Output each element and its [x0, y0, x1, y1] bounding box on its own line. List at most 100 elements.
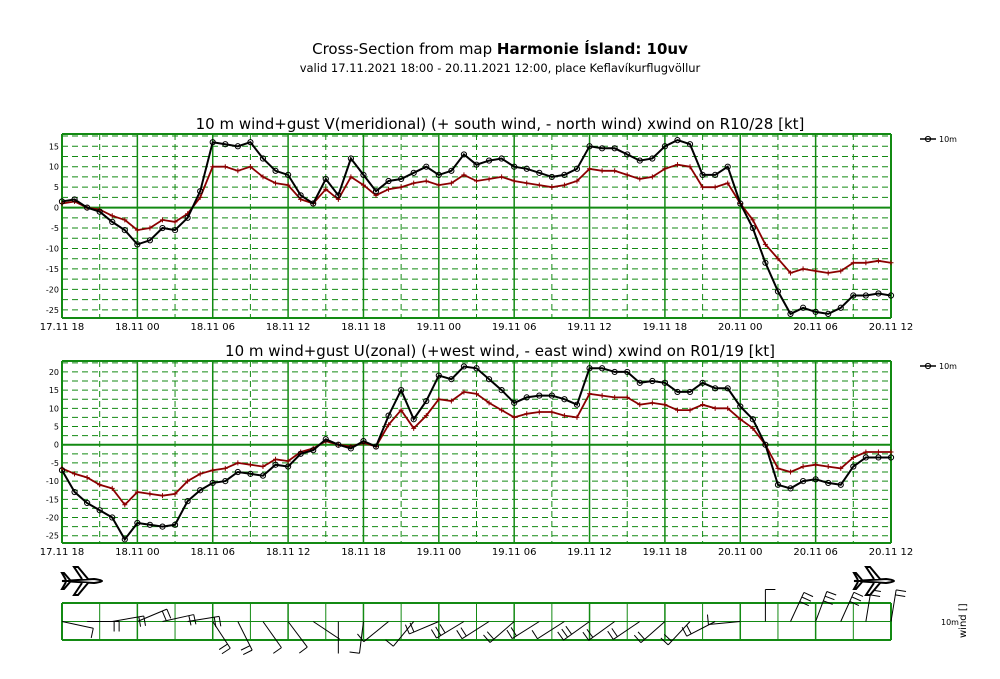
data-point: [247, 462, 253, 468]
data-point: [700, 402, 706, 408]
data-point: [84, 499, 91, 507]
data-point: [712, 385, 719, 392]
data-point: [71, 488, 78, 496]
data-point: [800, 464, 806, 470]
data-point: [247, 470, 254, 477]
data-point: [71, 196, 78, 203]
data-point: [222, 141, 229, 148]
y-tick-label: 5: [54, 423, 59, 432]
data-point: [574, 178, 580, 184]
data-point: [284, 463, 292, 470]
data-point: [536, 409, 542, 415]
data-point: [624, 394, 630, 400]
wind-barb: [137, 608, 172, 622]
data-point: [700, 184, 706, 190]
title-model-name: Harmonie Ísland: 10uv: [496, 40, 688, 58]
data-point: [599, 393, 605, 399]
data-point: [360, 437, 367, 445]
x-tick-label: 20.11 06: [793, 547, 838, 558]
y-tick-label: 15: [49, 142, 59, 151]
wind-barbs: [61, 589, 907, 656]
data-point: [273, 456, 279, 462]
data-point: [536, 392, 543, 399]
data-point: [750, 425, 756, 431]
data-point: [875, 258, 881, 264]
data-point: [762, 259, 769, 266]
data-point: [474, 178, 479, 184]
data-point: [84, 474, 90, 480]
data-point: [210, 467, 216, 473]
data-point: [511, 414, 517, 420]
data-point: [800, 266, 806, 272]
data-point: [58, 467, 66, 474]
data-point: [599, 145, 606, 152]
y-tick-label: 15: [49, 386, 59, 395]
data-point: [686, 388, 694, 396]
data-point: [209, 479, 216, 487]
data-point: [724, 163, 731, 170]
data-point: [385, 412, 392, 419]
data-point: [573, 165, 581, 172]
x-tick-label: 19.11 06: [492, 547, 537, 558]
x-tick-label: 17.11 18: [40, 322, 85, 333]
data-point: [84, 204, 91, 211]
data-point: [612, 394, 618, 400]
data-point: [699, 171, 706, 178]
wind-barb: [212, 621, 231, 655]
data-point: [197, 487, 204, 494]
title-prefix: Cross-Section from map: [312, 40, 497, 58]
data-point: [712, 405, 718, 411]
data-point: [686, 141, 694, 148]
wind-barb: [890, 589, 907, 622]
data-point: [888, 260, 894, 266]
data-point: [322, 175, 329, 183]
data-point: [674, 388, 681, 396]
data-point: [649, 174, 655, 180]
chart-subtitle: valid 17.11.2021 18:00 - 20.11.2021 12:0…: [299, 61, 701, 75]
x-tick-label: 19.11 12: [567, 547, 612, 558]
data-point: [398, 184, 404, 190]
data-point: [222, 465, 228, 471]
data-point: [448, 167, 455, 174]
data-point: [460, 151, 468, 158]
data-point: [159, 224, 166, 232]
airplane-icon: [852, 566, 896, 596]
wind-barb: [430, 621, 465, 639]
data-point: [674, 407, 680, 413]
data-point: [875, 290, 882, 297]
chart-title: 10 m wind+gust U(zonal) (+west wind, - e…: [225, 342, 775, 360]
data-point: [775, 256, 781, 262]
x-tick-label: 17.11 18: [40, 547, 85, 558]
data-point: [523, 394, 530, 401]
data-point: [398, 407, 404, 413]
x-tick-label: 18.11 12: [266, 322, 311, 333]
data-point: [599, 365, 606, 372]
barb-variable-label: wind []: [958, 603, 969, 638]
data-point: [862, 454, 869, 461]
data-point: [159, 217, 165, 223]
data-point: [611, 145, 618, 152]
data-point: [146, 521, 154, 528]
data-point: [122, 217, 128, 223]
y-tick-label: 0: [54, 441, 59, 450]
legend-label: 10m: [939, 135, 957, 144]
data-point: [511, 399, 518, 406]
x-tick-label: 20.11 06: [793, 322, 838, 333]
data-point: [386, 422, 392, 428]
y-tick-label: 0: [54, 204, 59, 213]
data-point: [549, 184, 555, 190]
data-point: [348, 174, 354, 180]
data-point: [799, 478, 807, 485]
data-point: [573, 401, 581, 408]
data-point: [360, 171, 367, 178]
data-point: [624, 151, 631, 158]
data-point: [222, 478, 229, 485]
data-point: [147, 225, 153, 231]
x-tick-label: 19.11 00: [417, 322, 462, 333]
y-tick-label: -5: [51, 459, 59, 468]
gust-series: [59, 389, 894, 508]
data-point: [423, 163, 430, 170]
data-point: [637, 402, 643, 408]
x-tick-label: 19.11 18: [643, 547, 688, 558]
data-point: [323, 186, 329, 192]
